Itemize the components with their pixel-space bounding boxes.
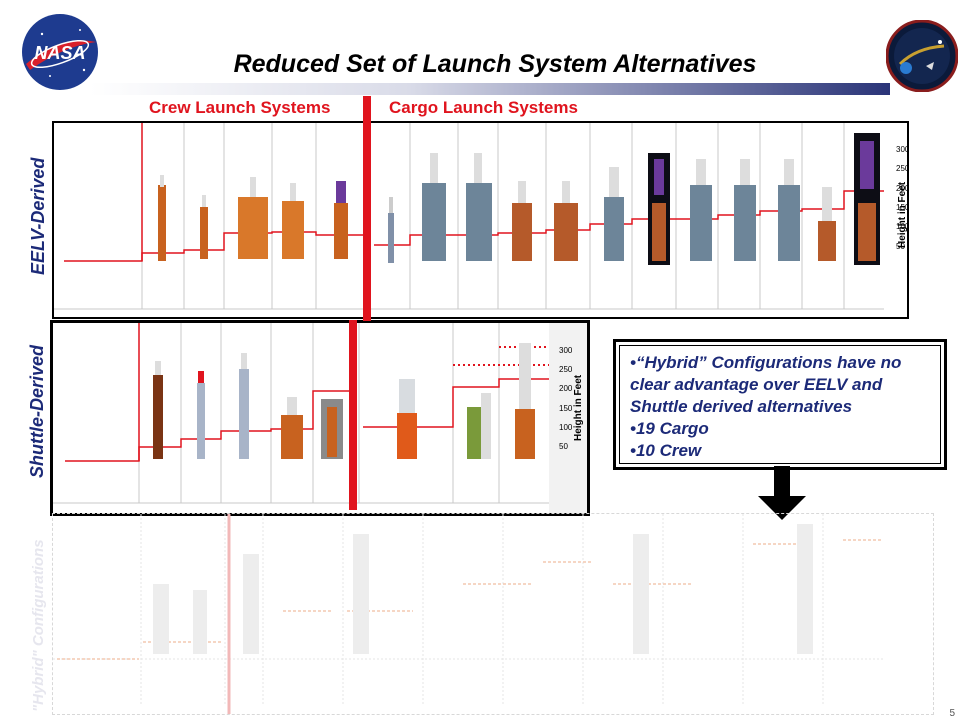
eelv-tick-300: 300 bbox=[896, 145, 907, 154]
eelv-derived-label: EELV-Derived bbox=[28, 157, 48, 275]
shuttle-crew-cargo-divider bbox=[349, 320, 357, 510]
nasa-logo-icon: NASA bbox=[22, 14, 98, 90]
hybrid-configurations-panel bbox=[52, 513, 934, 715]
page-title: Reduced Set of Launch System Alternative… bbox=[233, 50, 757, 78]
shuttle-tick-300: 300 bbox=[559, 346, 573, 355]
eelv-tick-200: 200 bbox=[896, 184, 907, 193]
shuttle-axis-label: Height in Feet bbox=[573, 374, 584, 441]
callout-line: •10 Crew bbox=[630, 441, 702, 460]
mission-patch-icon bbox=[886, 20, 958, 92]
eelv-tick-150: 150 bbox=[896, 203, 907, 212]
hybrid-configurations-label: "Hybrid" Configurations bbox=[30, 539, 47, 712]
cargo-launch-label: Cargo Launch Systems bbox=[389, 98, 578, 117]
callout-line: •19 Cargo bbox=[630, 419, 709, 438]
shuttle-tick-150: 150 bbox=[559, 404, 573, 413]
shuttle-tick-100: 100 bbox=[559, 423, 573, 432]
eelv-vehicle-lineup: 300 250 200 150 100 50 Height in Feet bbox=[54, 123, 907, 310]
crew-launch-label: Crew Launch Systems bbox=[149, 98, 331, 117]
callout-line: clear advantage over EELV and bbox=[630, 375, 883, 394]
eelv-axis-label: Height in Feet bbox=[897, 181, 907, 248]
shuttle-panel: 300 250 200 150 100 50 Height in Feet bbox=[50, 320, 590, 516]
eelv-tick-100: 100 bbox=[896, 222, 907, 231]
eelv-crew-cargo-divider bbox=[363, 96, 371, 321]
eelv-panel: 300 250 200 150 100 50 Height in Feet bbox=[52, 121, 909, 319]
shuttle-tick-250: 250 bbox=[559, 365, 573, 374]
hybrid-faded-lineup bbox=[53, 514, 883, 714]
shuttle-vehicle-lineup: 300 250 200 150 100 50 Height in Feet bbox=[53, 323, 587, 513]
callout-line: Shuttle derived alternatives bbox=[630, 397, 853, 416]
title-underline-bar bbox=[90, 83, 890, 95]
shuttle-tick-200: 200 bbox=[559, 384, 573, 393]
callout-line: •“Hybrid” Configurations have no bbox=[630, 353, 902, 372]
eelv-tick-50: 50 bbox=[896, 242, 905, 251]
eelv-tick-250: 250 bbox=[896, 164, 907, 173]
hybrid-callout-box: •“Hybrid” Configurations have no clear a… bbox=[613, 339, 947, 470]
page-number: 5 bbox=[949, 708, 955, 719]
shuttle-tick-50: 50 bbox=[559, 442, 568, 451]
shuttle-derived-label: Shuttle-Derived bbox=[27, 344, 47, 478]
down-arrow-icon bbox=[758, 466, 806, 520]
nasa-logo-text: NASA bbox=[34, 43, 85, 63]
